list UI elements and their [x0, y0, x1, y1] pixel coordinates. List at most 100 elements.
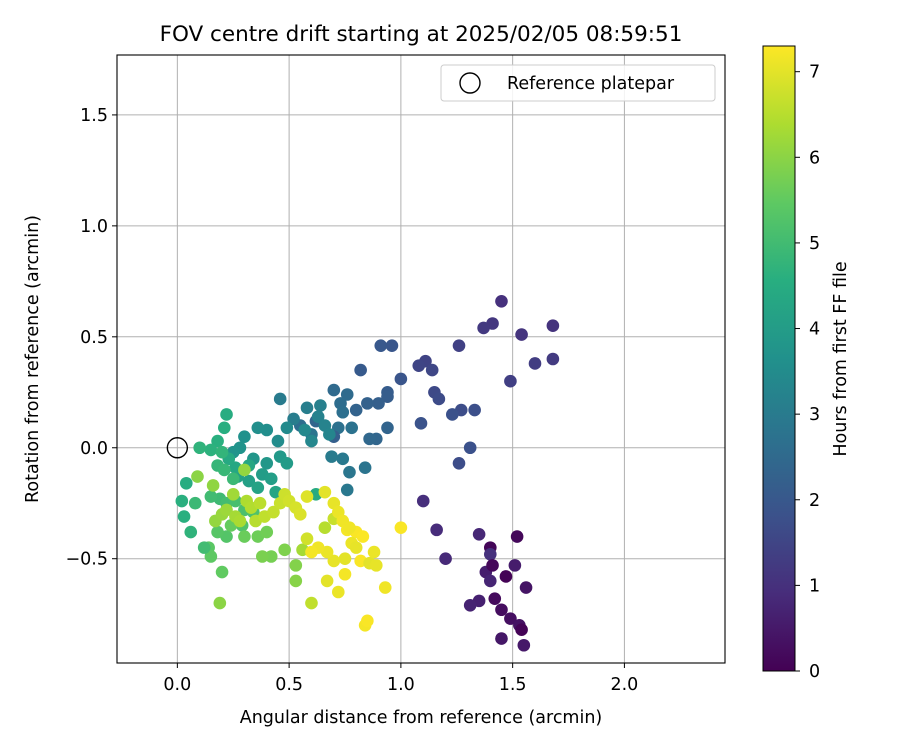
- data-point: [251, 421, 265, 435]
- data-point: [345, 421, 359, 435]
- data-point: [361, 397, 374, 410]
- data-point: [188, 496, 202, 510]
- data-point: [260, 525, 274, 539]
- colorbar-ticks: 0 1 2 3 4 5 6 7: [795, 63, 820, 682]
- data-point: [220, 408, 233, 421]
- data-point: [233, 514, 247, 528]
- y-tick-label: 1.0: [80, 217, 108, 237]
- x-tick-label: 2.0: [610, 675, 638, 695]
- data-point: [305, 596, 318, 610]
- colorbar-label: Hours from first FF file: [831, 261, 851, 456]
- data-point: [463, 599, 477, 612]
- x-axis-label: Angular distance from reference (arcmin): [240, 708, 603, 728]
- data-point: [495, 295, 508, 308]
- data-point: [504, 612, 517, 625]
- data-point: [298, 423, 312, 437]
- data-point: [211, 434, 224, 448]
- data-point: [177, 510, 191, 523]
- data-point: [293, 508, 307, 521]
- legend: Reference platepar: [440, 64, 716, 102]
- data-point: [255, 550, 269, 563]
- data-point: [184, 525, 198, 539]
- data-point: [445, 408, 459, 421]
- x-tick-label: 1.5: [499, 675, 527, 695]
- colorbar-tick-label: 2: [809, 491, 820, 511]
- data-point: [323, 428, 336, 441]
- data-point: [349, 403, 363, 417]
- data-point: [483, 547, 497, 561]
- data-point: [468, 403, 481, 417]
- data-point: [343, 521, 356, 534]
- data-point: [378, 581, 392, 594]
- y-tick-label: −0.5: [66, 550, 109, 570]
- data-point: [238, 530, 251, 543]
- data-point: [381, 390, 394, 404]
- data-point: [271, 434, 285, 448]
- data-point: [414, 417, 428, 430]
- data-point: [300, 532, 314, 546]
- data-point: [495, 603, 508, 617]
- data-point: [504, 374, 517, 388]
- data-point: [340, 483, 354, 497]
- y-tick-label: 0.0: [80, 439, 108, 459]
- data-point: [416, 494, 430, 508]
- y-tick-label: 0.5: [80, 328, 108, 348]
- data-point: [369, 559, 383, 572]
- data-point: [191, 470, 204, 483]
- colorbar-tick-label: 6: [809, 148, 820, 168]
- data-point: [499, 570, 513, 583]
- data-point: [486, 559, 499, 572]
- data-point: [343, 465, 356, 479]
- data-point: [515, 328, 528, 341]
- data-point: [238, 463, 251, 477]
- data-point: [381, 421, 394, 435]
- data-point: [325, 450, 338, 463]
- data-point: [204, 490, 218, 503]
- data-point: [432, 392, 446, 406]
- x-tick-label: 0.0: [163, 675, 191, 695]
- data-point: [425, 363, 439, 377]
- data-point: [213, 596, 227, 610]
- data-point: [412, 359, 426, 372]
- data-point: [463, 441, 477, 455]
- data-point: [314, 399, 327, 412]
- data-point: [220, 503, 233, 517]
- data-point: [374, 339, 388, 352]
- data-point: [204, 550, 218, 563]
- data-point: [331, 585, 345, 599]
- data-point: [508, 559, 522, 572]
- data-point: [528, 357, 542, 370]
- data-point: [394, 372, 408, 386]
- data-point: [215, 565, 229, 579]
- data-point: [260, 456, 274, 470]
- x-axis-ticks: 0.0 0.5 1.0 1.5 2.0: [163, 663, 638, 695]
- data-point: [338, 552, 352, 566]
- data-point: [215, 445, 229, 459]
- legend-box: [440, 64, 716, 102]
- data-point: [305, 545, 318, 559]
- legend-marker-reference: [459, 72, 481, 94]
- data-point: [385, 339, 399, 352]
- data-point: [354, 363, 367, 377]
- colorbar: 0 1 2 3 4 5 6 7 Hours from first FF file: [762, 45, 851, 682]
- data-point: [217, 421, 231, 435]
- data-point: [515, 623, 528, 637]
- x-tick-label: 0.5: [275, 675, 303, 695]
- data-point: [338, 567, 352, 581]
- data-point: [175, 494, 189, 508]
- reference-platepar-marker: [166, 437, 189, 459]
- legend-label-reference: Reference platepar: [507, 74, 675, 94]
- data-point: [452, 456, 466, 470]
- data-point: [278, 543, 291, 557]
- data-point: [211, 525, 224, 539]
- colorbar-tick-label: 0: [809, 662, 820, 682]
- data-point: [226, 472, 240, 486]
- chart-title: FOV centre drift starting at 2025/02/05 …: [160, 22, 683, 47]
- colorbar-tick-label: 1: [809, 576, 820, 596]
- data-point: [546, 319, 560, 333]
- data-point: [289, 559, 303, 572]
- data-point: [510, 530, 524, 543]
- data-point: [289, 574, 303, 588]
- data-point: [546, 352, 560, 366]
- data-point: [179, 476, 193, 490]
